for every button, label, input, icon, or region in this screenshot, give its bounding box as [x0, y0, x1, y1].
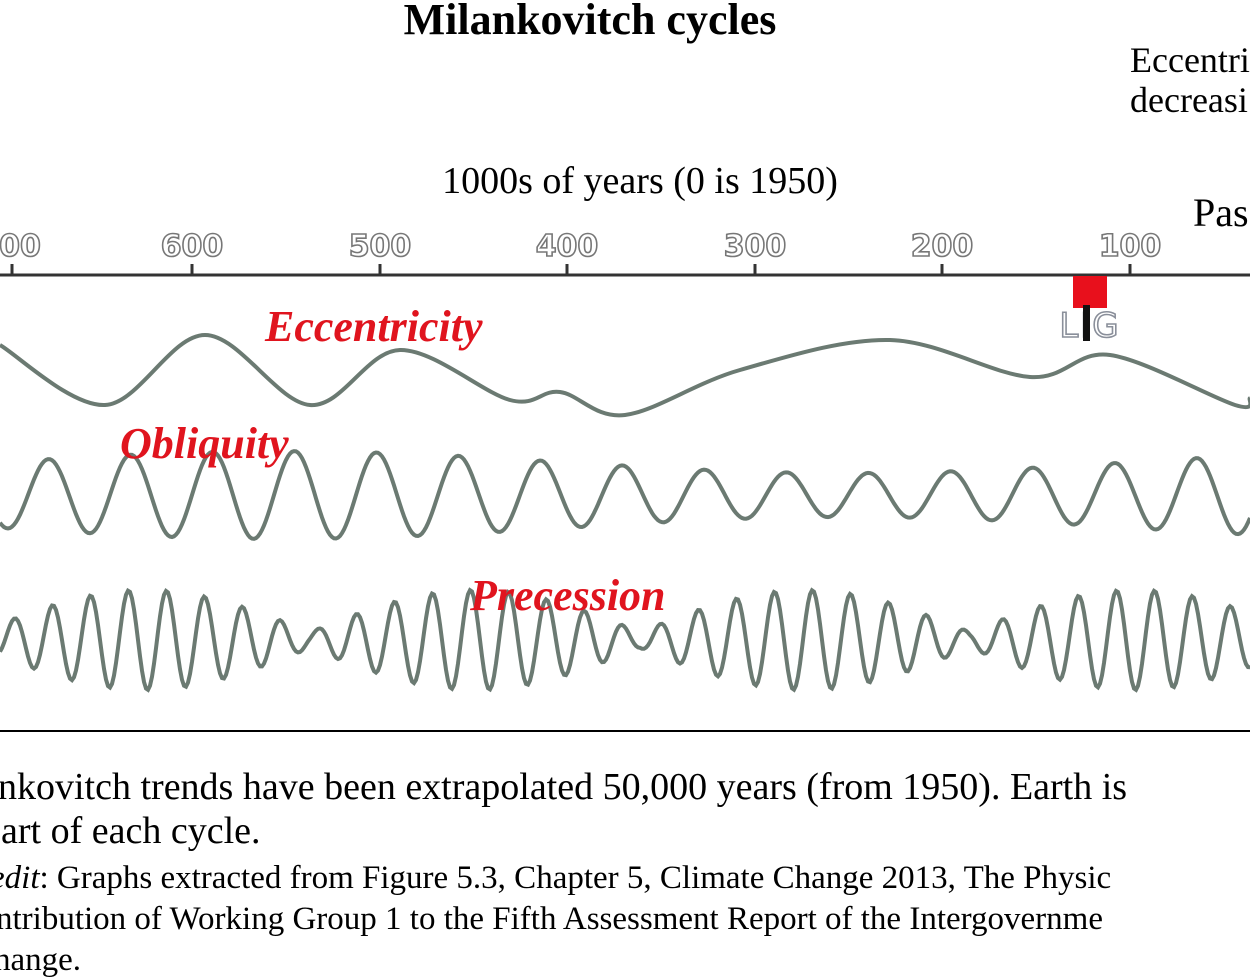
ticks: 00 600 500 400 300 200 100	[0, 228, 1162, 275]
tick-label: 500	[349, 229, 412, 264]
tick-label: 400	[536, 229, 599, 264]
tick-label: 200	[911, 229, 974, 264]
axis-label: 1000s of years (0 is 1950)	[442, 160, 838, 202]
note: decreasi	[1130, 80, 1248, 120]
curve-label: Obliquity	[120, 419, 289, 468]
past-label: Pas	[1193, 190, 1249, 235]
caption: nkovitch trends have been extrapolated 5…	[0, 766, 1127, 808]
curve-label: Precession	[469, 571, 666, 620]
credit: ntribution of Working Group 1 to the Fif…	[0, 901, 1103, 937]
tick-label: 300	[724, 229, 787, 264]
note: Eccentri	[1130, 40, 1250, 80]
lig-marker	[1073, 276, 1107, 308]
tick-label: 00	[0, 229, 41, 264]
obliquity-curve	[0, 449, 1250, 541]
lig-bar	[1083, 305, 1090, 341]
precession-curve	[0, 587, 1250, 693]
tick-label: 600	[161, 229, 224, 264]
tick-label: 100	[1099, 229, 1162, 264]
credit: hange.	[0, 942, 81, 978]
title: Milankovitch cycles	[404, 0, 777, 44]
credit-text: : Graphs extracted from Figure 5.3, Chap…	[39, 860, 1111, 896]
eccentricity-curve	[0, 332, 1250, 418]
credit: edit: Graphs extracted from Figure 5.3, …	[0, 860, 1111, 896]
curve-label: Eccentricity	[264, 302, 483, 351]
caption: part of each cycle.	[0, 810, 261, 852]
credit-lead: edit	[0, 860, 40, 896]
